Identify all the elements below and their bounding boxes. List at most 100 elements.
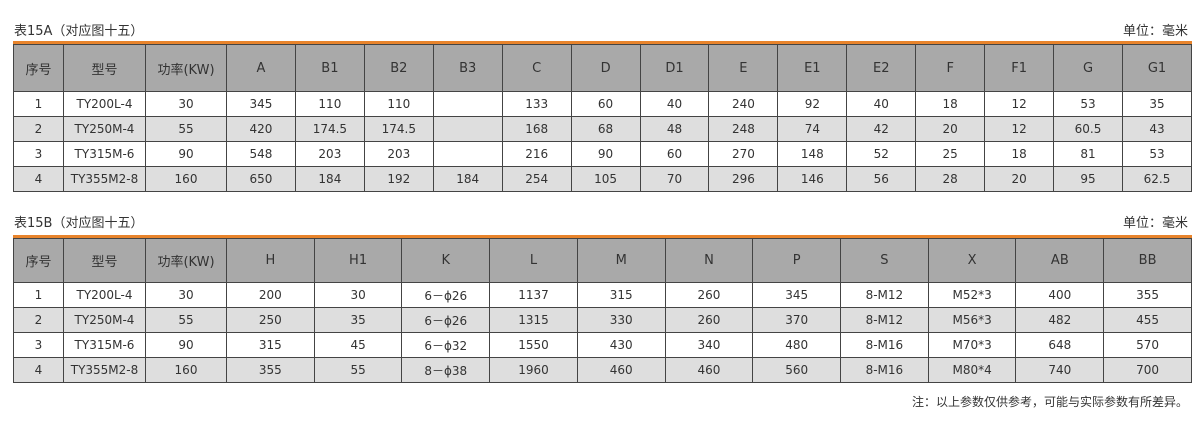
table-cell: TY355M2-8 bbox=[63, 357, 146, 383]
table-cell: TY315M-6 bbox=[63, 332, 146, 358]
column-header: B2 bbox=[363, 44, 434, 92]
table-cell: 60.5 bbox=[1053, 116, 1123, 142]
column-header: 型号 bbox=[63, 44, 146, 92]
table-cell: 30 bbox=[145, 91, 227, 117]
table-cell: 8-M16 bbox=[840, 357, 929, 383]
table-cell: 203 bbox=[294, 141, 365, 167]
table-cell: M52*3 bbox=[927, 282, 1017, 308]
table-cell: 4 bbox=[13, 357, 64, 383]
table-cell: 4 bbox=[13, 166, 64, 192]
table-cell: 25 bbox=[915, 141, 986, 167]
table-cell bbox=[432, 91, 503, 117]
column-header: 型号 bbox=[63, 238, 146, 283]
table-cell: 20 bbox=[984, 166, 1055, 192]
column-header: D1 bbox=[639, 44, 710, 92]
table-cell: 55 bbox=[313, 357, 403, 383]
table-cell: TY200L-4 bbox=[63, 282, 146, 308]
table-cell: 250 bbox=[226, 307, 315, 333]
table-cell: 420 bbox=[226, 116, 296, 142]
table-cell: 460 bbox=[664, 357, 754, 383]
table-cell: 1960 bbox=[489, 357, 578, 383]
column-header: E2 bbox=[846, 44, 917, 92]
table-cell: 270 bbox=[708, 141, 779, 167]
table-cell: 1 bbox=[13, 282, 64, 308]
table-cell: 315 bbox=[226, 332, 315, 358]
table-cell: 55 bbox=[145, 116, 227, 142]
table-cell: 260 bbox=[664, 307, 754, 333]
table-cell: 52 bbox=[846, 141, 917, 167]
column-header: C bbox=[501, 44, 572, 92]
table-cell: 3 bbox=[13, 141, 64, 167]
table-row: 3 TY315M-6 90 315 45 6－ϕ32 1550 430 340 480 8-M16 M… bbox=[13, 332, 1192, 358]
table-row: 4 TY355M2-8 160 650 184 192 184 254 105 70 296 146 5… bbox=[13, 166, 1193, 192]
column-header: G1 bbox=[1121, 44, 1193, 92]
table-cell: 30 bbox=[145, 282, 227, 308]
column-header: F1 bbox=[984, 44, 1055, 92]
table-cell: 60 bbox=[570, 91, 641, 117]
column-header: G bbox=[1053, 44, 1123, 92]
table-cell: 560 bbox=[752, 357, 842, 383]
column-header: D bbox=[570, 44, 641, 92]
table-cell: 56 bbox=[846, 166, 917, 192]
table-a-accent-line bbox=[13, 41, 1192, 44]
table-cell: 60 bbox=[639, 141, 710, 167]
table-cell: 8-M12 bbox=[840, 282, 929, 308]
table-cell: 1550 bbox=[489, 332, 578, 358]
table-cell: 40 bbox=[639, 91, 710, 117]
table-cell: 315 bbox=[576, 282, 666, 308]
table-cell: 6－ϕ26 bbox=[401, 282, 491, 308]
table-cell: 168 bbox=[501, 116, 572, 142]
table-cell: 400 bbox=[1015, 282, 1105, 308]
table-cell: 55 bbox=[145, 307, 227, 333]
table-cell: 455 bbox=[1103, 307, 1192, 333]
table-b-title: 表15B（对应图十五） bbox=[14, 216, 144, 231]
table-cell: 248 bbox=[708, 116, 779, 142]
column-header: AB bbox=[1015, 238, 1105, 283]
column-header: B3 bbox=[432, 44, 503, 92]
table-cell: TY355M2-8 bbox=[63, 166, 146, 192]
table-cell: 45 bbox=[313, 332, 403, 358]
table-cell: TY315M-6 bbox=[63, 141, 146, 167]
table-cell: 480 bbox=[752, 332, 842, 358]
table-cell: 18 bbox=[984, 141, 1055, 167]
table-cell: 548 bbox=[226, 141, 296, 167]
table-cell: 90 bbox=[145, 332, 227, 358]
table-cell: 345 bbox=[226, 91, 296, 117]
column-header: 功率(KW) bbox=[145, 238, 227, 283]
table-b-unit: 单位：毫米 bbox=[1122, 216, 1188, 231]
table-cell: 8-M16 bbox=[840, 332, 929, 358]
table-cell: 174.5 bbox=[294, 116, 365, 142]
table-cell: 240 bbox=[708, 91, 779, 117]
table-cell: 42 bbox=[846, 116, 917, 142]
table-cell: 482 bbox=[1015, 307, 1105, 333]
column-header: S bbox=[840, 238, 929, 283]
table-cell: 192 bbox=[363, 166, 434, 192]
table-cell: 430 bbox=[576, 332, 666, 358]
table-cell: 48 bbox=[639, 116, 710, 142]
table-cell: 95 bbox=[1053, 166, 1123, 192]
table-cell: 1 bbox=[13, 91, 64, 117]
column-header: 序号 bbox=[13, 238, 64, 283]
table-cell: 53 bbox=[1053, 91, 1123, 117]
table-cell: 90 bbox=[145, 141, 227, 167]
table-cell: 6－ϕ32 bbox=[401, 332, 491, 358]
table-cell: 200 bbox=[226, 282, 315, 308]
table-cell: 2 bbox=[13, 116, 64, 142]
column-header: 功率(KW) bbox=[145, 44, 227, 92]
table-cell: 3 bbox=[13, 332, 64, 358]
table-cell: 740 bbox=[1015, 357, 1105, 383]
column-header: 序号 bbox=[13, 44, 64, 92]
table-cell: 8-M12 bbox=[840, 307, 929, 333]
table-cell: 184 bbox=[432, 166, 503, 192]
table-row: 2 TY250M-4 55 420 174.5 174.5 168 68 48 248 74 42 20… bbox=[13, 116, 1193, 142]
table-cell: 90 bbox=[570, 141, 641, 167]
table-cell: 43 bbox=[1121, 116, 1193, 142]
table-a-unit: 单位：毫米 bbox=[1122, 24, 1188, 39]
table-row: 2 TY250M-4 55 250 35 6－ϕ26 1315 330 260 370 8-M12 M… bbox=[13, 307, 1192, 333]
table-row: 3 TY315M-6 90 548 203 203 216 90 60 270 148 52 25 18 8… bbox=[13, 141, 1193, 167]
column-header: H bbox=[226, 238, 315, 283]
table-cell: 20 bbox=[915, 116, 986, 142]
table-cell: 216 bbox=[501, 141, 572, 167]
table-cell: 296 bbox=[708, 166, 779, 192]
table-cell: 146 bbox=[777, 166, 848, 192]
